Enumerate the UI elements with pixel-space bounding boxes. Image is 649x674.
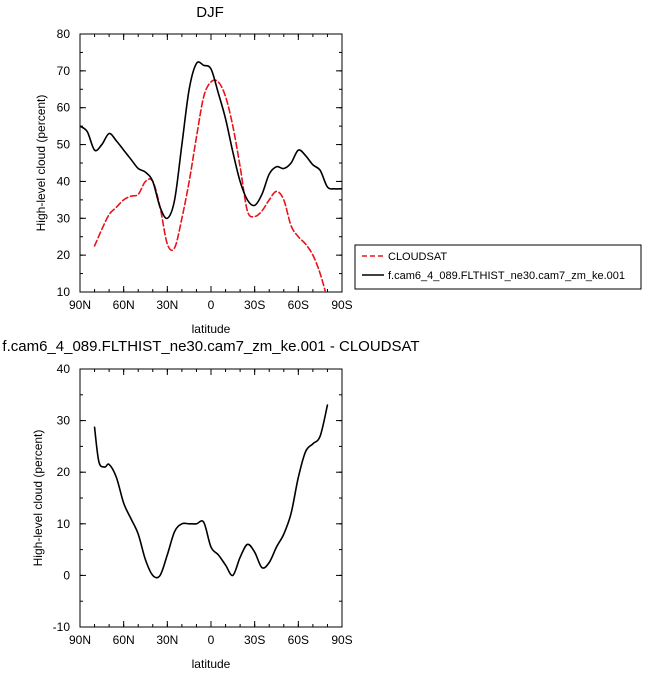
bottom-chart-x-tick-label: 30S	[244, 633, 265, 647]
legend-label-cloudsat: CLOUDSAT	[388, 251, 447, 263]
top-chart-x-tick-label: 60S	[288, 298, 309, 312]
bottom-chart-y-tick-label: 0	[63, 568, 70, 582]
bottom-chart-x-tick-label: 90N	[69, 633, 91, 647]
top-chart-x-tick-label: 30S	[244, 298, 265, 312]
legend-label-model: f.cam6_4_089.FLTHIST_ne30.cam7_zm_ke.001	[388, 270, 625, 282]
bottom-chart-x-tick-label: 0	[208, 633, 215, 647]
top-chart-x-tick-label: 90N	[69, 298, 91, 312]
bottom-chart-x-tick-label: 90S	[331, 633, 352, 647]
top-chart: DJF 10 20 30 40 50 60 70 80 90N 60N 30N 0 30S 60S 90S…	[34, 4, 353, 336]
bottom-chart-y-axis-label: High-level cloud (percent)	[31, 430, 45, 567]
top-chart-y-tick-label: 20	[57, 248, 71, 262]
top-chart-line-model	[80, 61, 342, 220]
top-chart-y-tick-label: 60	[57, 101, 71, 115]
top-chart-y-tick-label: 70	[57, 64, 71, 78]
top-chart-series	[80, 61, 342, 292]
top-chart-title: DJF	[196, 4, 224, 21]
top-chart-y-axis: 10 20 30 40 50 60 70 80	[57, 27, 342, 299]
top-chart-x-tick-label: 30N	[156, 298, 178, 312]
top-chart-y-tick-label: 80	[57, 27, 71, 41]
bottom-chart-y-tick-label: 10	[57, 517, 71, 531]
top-chart-y-tick-label: 10	[57, 285, 71, 299]
bottom-chart-x-tick-label: 30N	[156, 633, 178, 647]
bottom-chart-x-tick-label: 60S	[288, 633, 309, 647]
bottom-chart-line-difference	[93, 404, 329, 579]
top-chart-plot-frame	[79, 33, 343, 293]
bottom-chart-title: f.cam6_4_089.FLTHIST_ne30.cam7_zm_ke.001…	[2, 338, 419, 355]
top-chart-x-axis: 90N 60N 30N 0 30S 60S 90S	[69, 34, 353, 312]
bottom-chart-x-tick-label: 60N	[113, 633, 135, 647]
bottom-chart-x-axis-label: latitude	[192, 657, 231, 671]
bottom-chart-y-tick-label: 20	[57, 465, 71, 479]
top-chart-y-axis-label: High-level cloud (percent)	[34, 95, 48, 232]
bottom-chart-x-axis: 90N 60N 30N 0 30S 60S 90S	[69, 369, 353, 647]
legend: CLOUDSAT f.cam6_4_089.FLTHIST_ne30.cam7_…	[354, 244, 642, 290]
top-chart-y-tick-label: 30	[57, 211, 71, 225]
top-chart-x-tick-label: 0	[208, 298, 215, 312]
top-chart-x-axis-label: latitude	[192, 322, 231, 336]
bottom-chart-y-tick-label: -10	[53, 620, 71, 634]
top-chart-x-tick-label: 90S	[331, 298, 352, 312]
bottom-chart-plot-frame	[79, 368, 343, 628]
top-chart-x-tick-label: 60N	[113, 298, 135, 312]
top-chart-y-tick-label: 40	[57, 174, 71, 188]
bottom-chart: f.cam6_4_089.FLTHIST_ne30.cam7_zm_ke.001…	[2, 338, 419, 671]
bottom-chart-series	[93, 404, 329, 579]
bottom-chart-y-tick-label: 30	[57, 414, 71, 428]
bottom-chart-y-axis: -10 0 10 20 30 40	[53, 362, 342, 634]
bottom-chart-y-tick-label: 40	[57, 362, 71, 376]
legend-box	[354, 244, 642, 290]
top-chart-y-tick-label: 50	[57, 138, 71, 152]
top-chart-line-cloudsat	[93, 79, 327, 292]
